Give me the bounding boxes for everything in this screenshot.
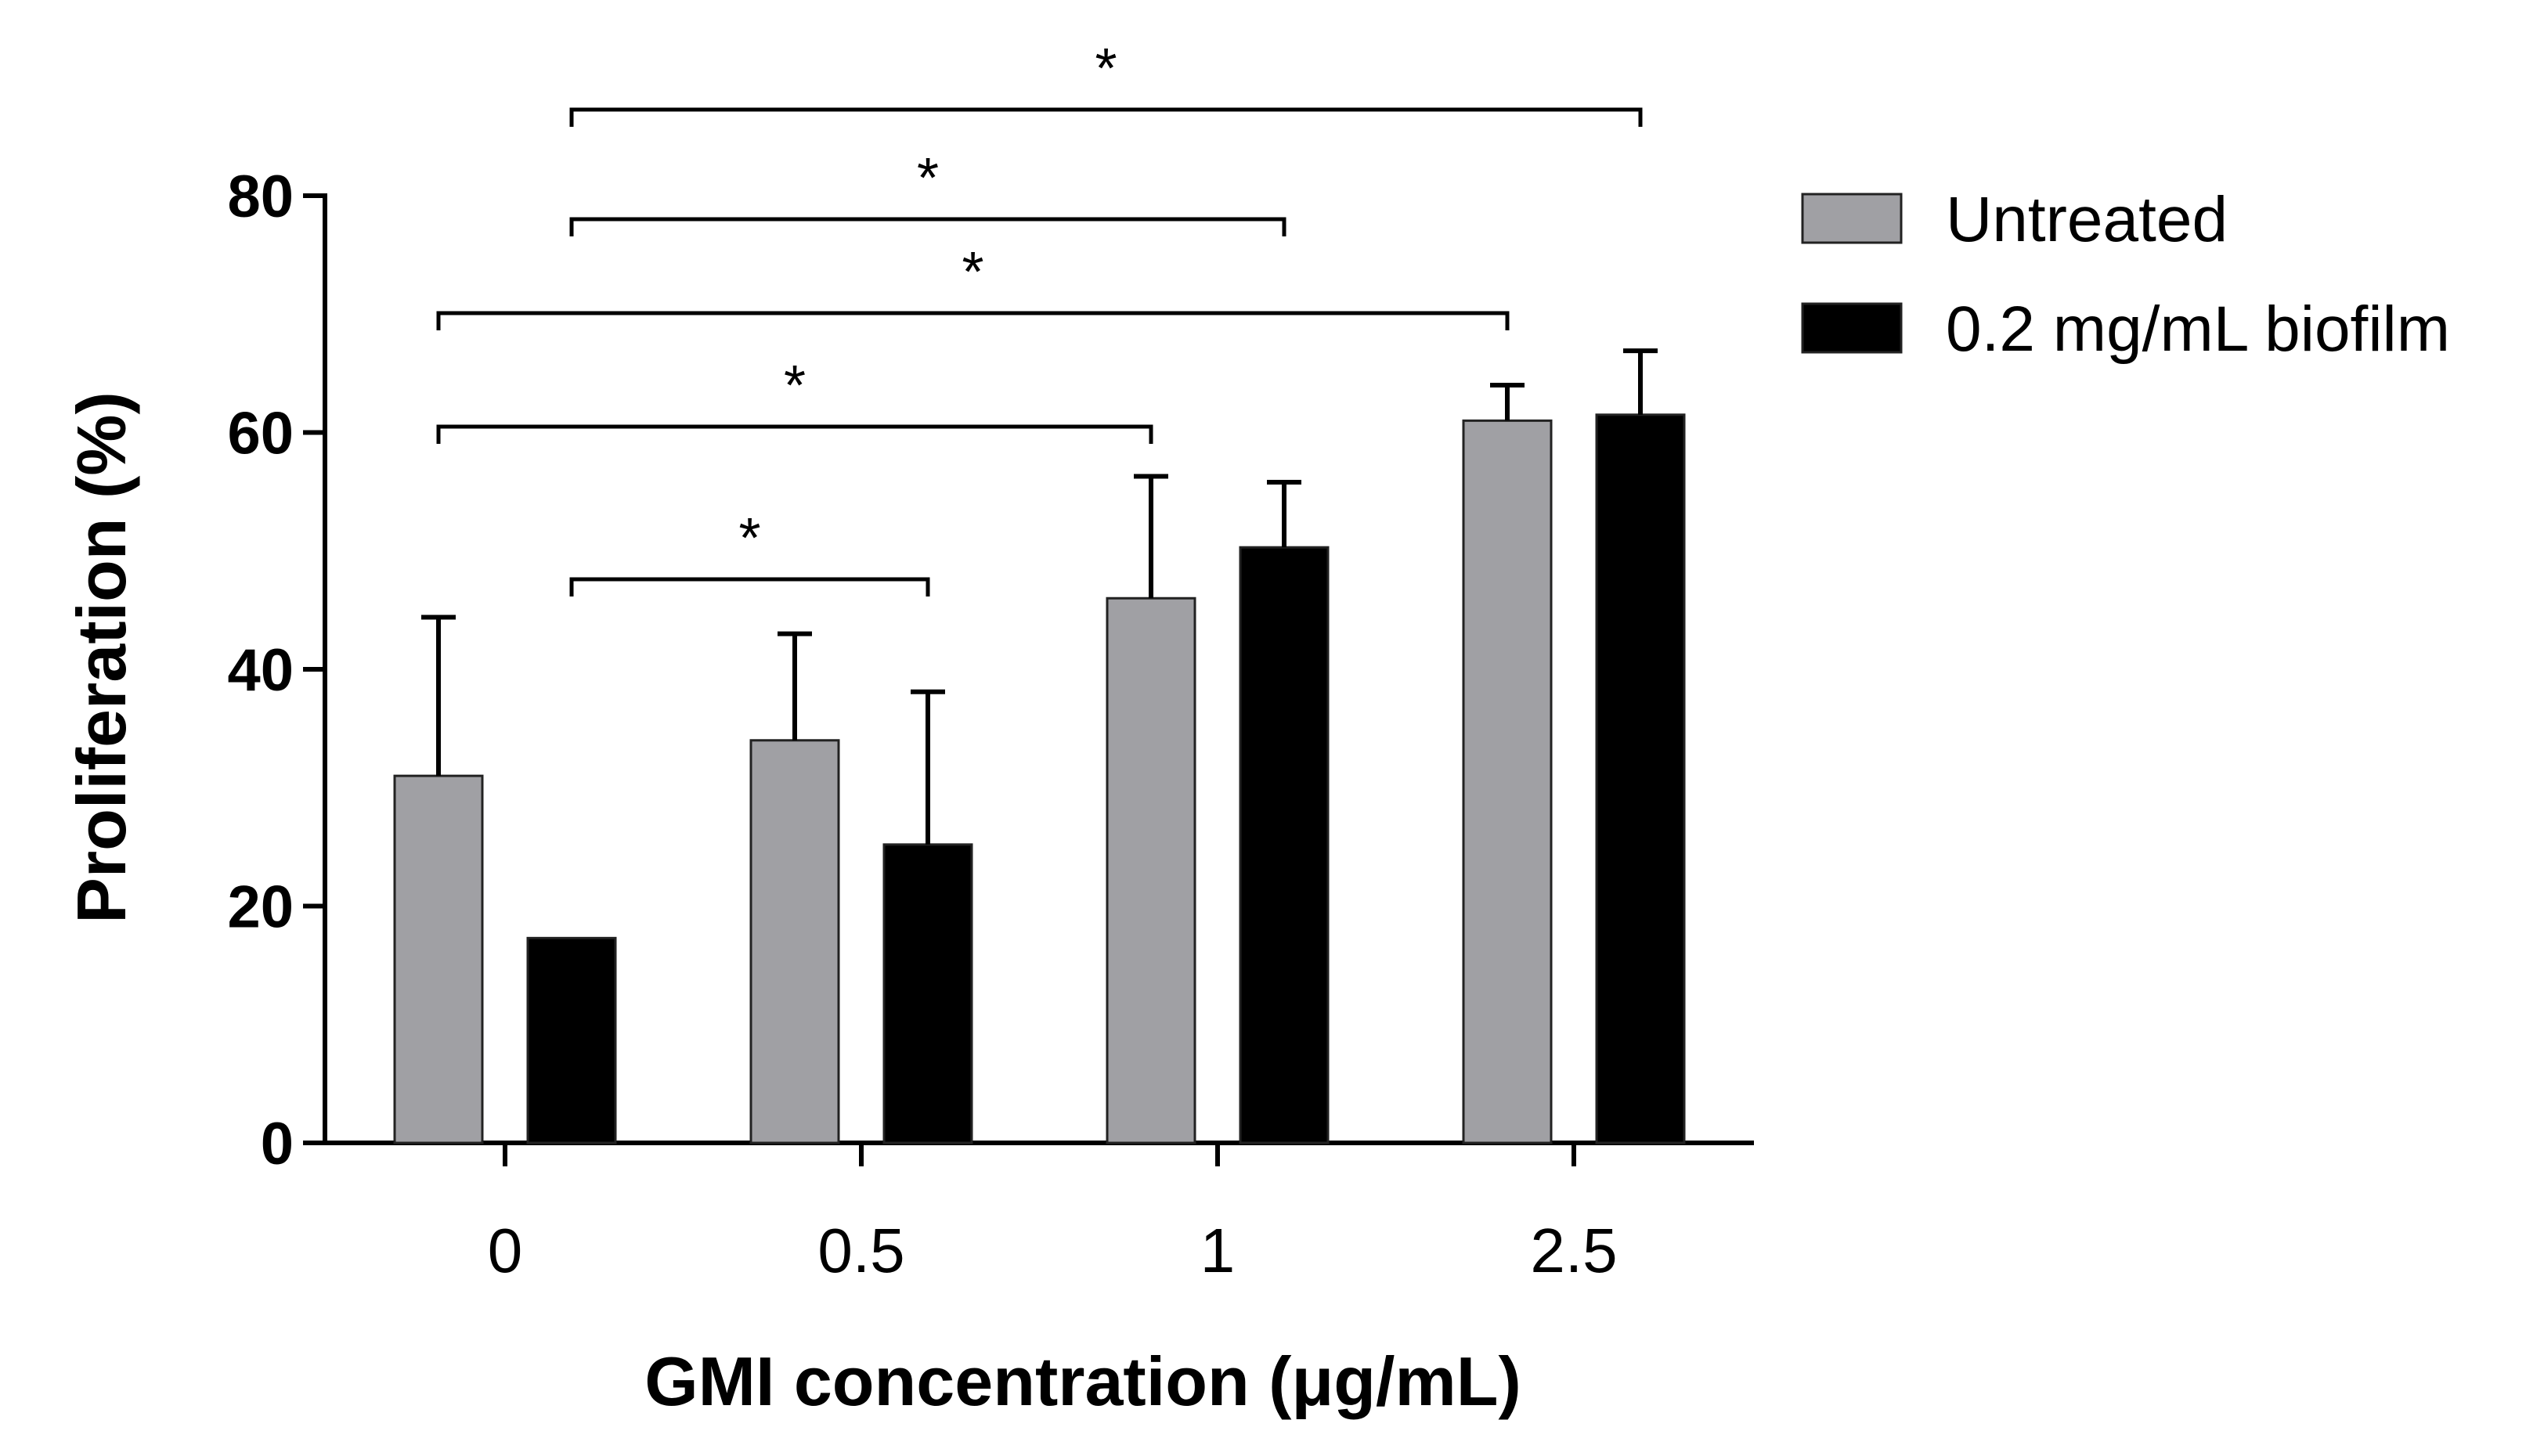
significance-star: * — [738, 507, 760, 570]
y-tick-label: 20 — [227, 874, 294, 941]
bar — [882, 843, 973, 1144]
bar — [526, 936, 617, 1144]
bars — [393, 413, 1686, 1144]
legend-swatch — [1801, 302, 1903, 354]
y-axis-title: Proliferation (%) — [63, 391, 140, 924]
bar — [749, 739, 840, 1144]
significance-bracket — [436, 311, 1510, 330]
legend-label: 0.2 mg/mL biofilm — [1946, 294, 2450, 365]
significance-bracket — [569, 107, 1643, 127]
y-tick-label: 0 — [261, 1111, 294, 1177]
x-tick-label: 0.5 — [817, 1216, 904, 1285]
significance-star: * — [784, 355, 806, 417]
axes: 0 20 40 60 80 0 0.5 1 2.5 — [227, 164, 1754, 1285]
legend: Untreated 0.2 mg/mL biofilm — [1801, 184, 2450, 365]
y-tick-label: 40 — [227, 637, 294, 704]
x-axis-title: GMI concentration (μg/mL) — [644, 1342, 1521, 1420]
y-tick-label: 60 — [227, 401, 294, 467]
significance-star: * — [1095, 38, 1117, 100]
significance-bracket — [569, 577, 930, 596]
legend-label: Untreated — [1946, 184, 2228, 255]
significance-brackets: * * * * * — [436, 38, 1643, 596]
legend-swatch — [1801, 193, 1903, 244]
x-tick-label: 0 — [488, 1216, 523, 1285]
error-bars — [421, 348, 1658, 845]
bar — [393, 774, 484, 1144]
significance-star: * — [962, 241, 983, 304]
x-tick-label: 1 — [1200, 1216, 1236, 1285]
significance-bracket — [436, 424, 1153, 444]
y-tick-label: 80 — [227, 164, 294, 230]
x-tick-label: 2.5 — [1530, 1216, 1617, 1285]
bar — [1462, 419, 1553, 1144]
bar — [1595, 413, 1686, 1144]
bar — [1106, 596, 1196, 1144]
significance-star: * — [917, 147, 939, 210]
bar — [1239, 546, 1330, 1144]
significance-bracket — [569, 217, 1286, 236]
